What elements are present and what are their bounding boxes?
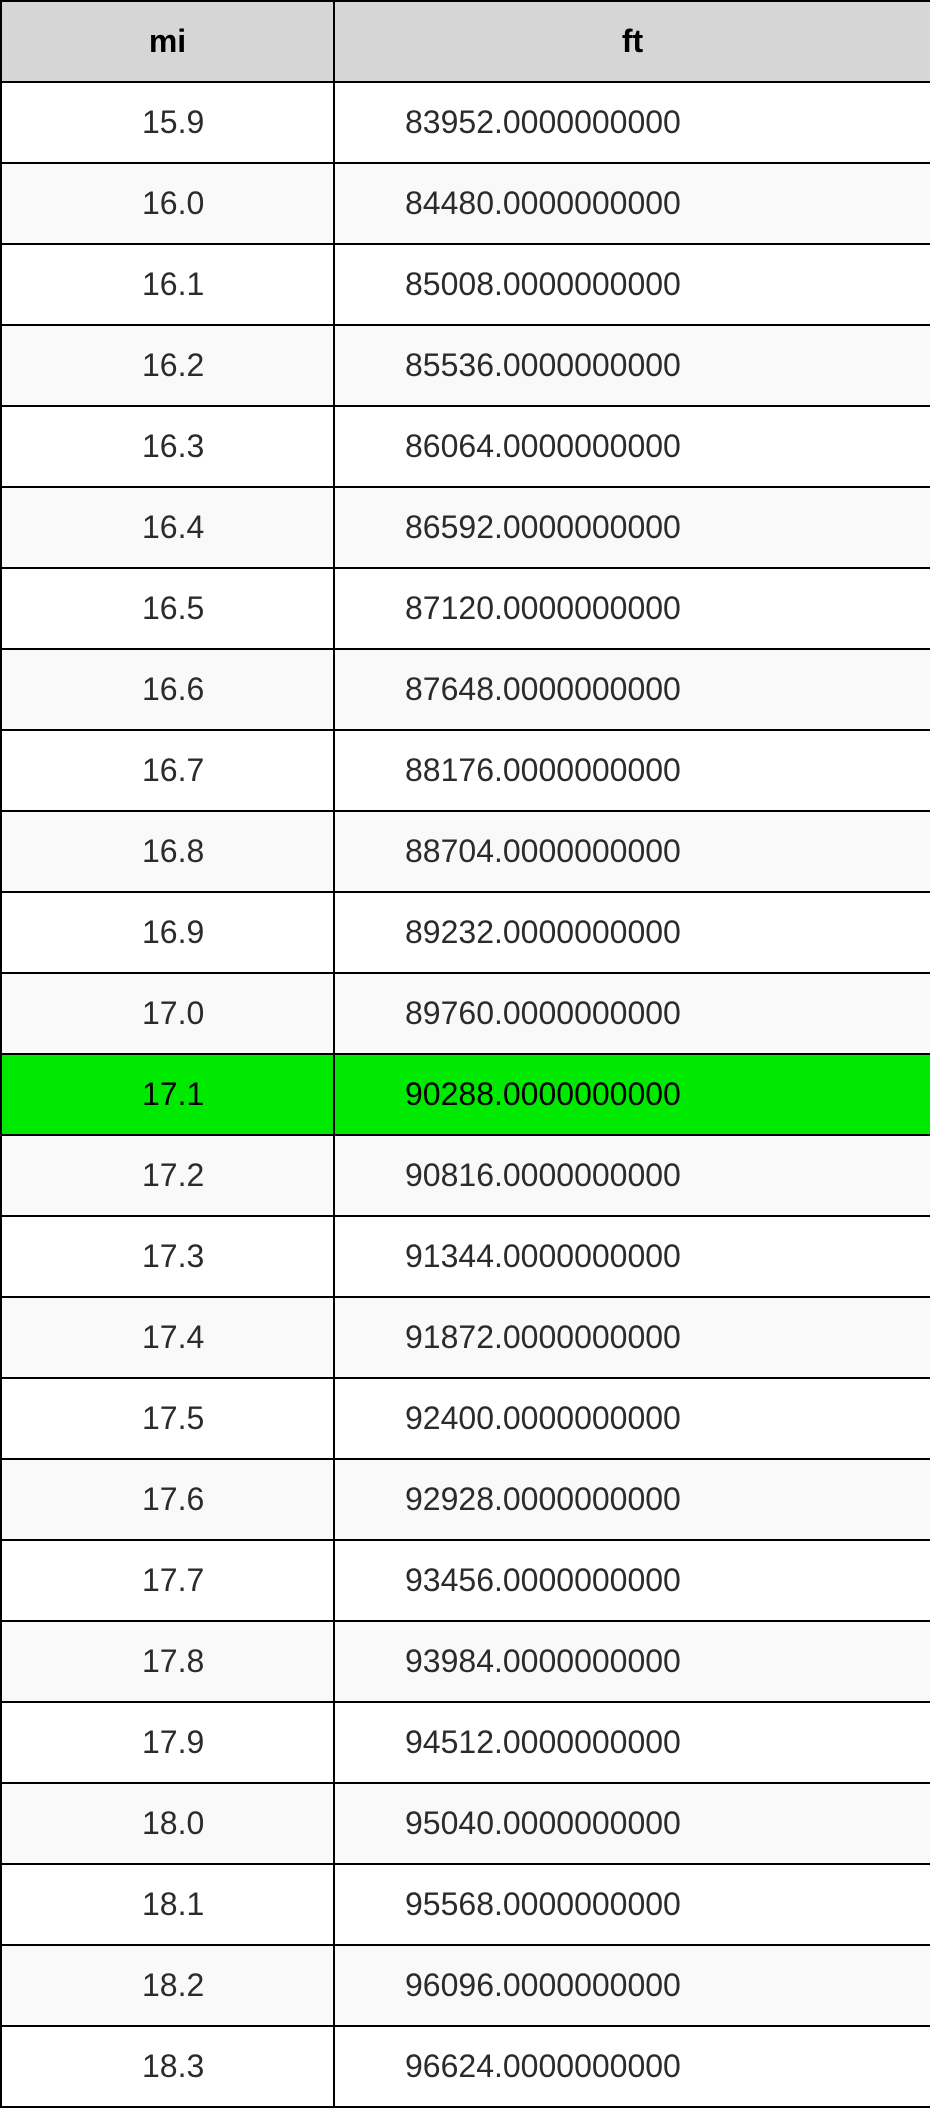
cell-mi: 18.0 [1,1783,334,1864]
table-header-row: mi ft [1,1,930,82]
cell-mi: 16.1 [1,244,334,325]
table-row: 16.185008.0000000000 [1,244,930,325]
table-row: 16.989232.0000000000 [1,892,930,973]
cell-mi: 16.7 [1,730,334,811]
cell-ft: 93984.0000000000 [334,1621,930,1702]
table-row: 18.195568.0000000000 [1,1864,930,1945]
cell-ft: 94512.0000000000 [334,1702,930,1783]
column-header-ft: ft [334,1,930,82]
table-row: 16.687648.0000000000 [1,649,930,730]
cell-ft: 87120.0000000000 [334,568,930,649]
cell-mi: 17.8 [1,1621,334,1702]
cell-mi: 18.3 [1,2026,334,2107]
table-row: 16.587120.0000000000 [1,568,930,649]
cell-mi: 16.3 [1,406,334,487]
cell-mi: 16.5 [1,568,334,649]
cell-mi: 18.2 [1,1945,334,2026]
cell-ft: 91344.0000000000 [334,1216,930,1297]
cell-ft: 90816.0000000000 [334,1135,930,1216]
cell-mi: 17.2 [1,1135,334,1216]
cell-mi: 16.4 [1,487,334,568]
cell-ft: 91872.0000000000 [334,1297,930,1378]
cell-ft: 83952.0000000000 [334,82,930,163]
cell-ft: 85008.0000000000 [334,244,930,325]
cell-ft: 95040.0000000000 [334,1783,930,1864]
cell-ft: 85536.0000000000 [334,325,930,406]
cell-ft: 84480.0000000000 [334,163,930,244]
cell-ft: 96096.0000000000 [334,1945,930,2026]
cell-mi: 18.1 [1,1864,334,1945]
cell-mi: 16.8 [1,811,334,892]
table-row: 17.190288.0000000000 [1,1054,930,1135]
table-row: 16.486592.0000000000 [1,487,930,568]
cell-mi: 16.9 [1,892,334,973]
cell-ft: 93456.0000000000 [334,1540,930,1621]
cell-ft: 87648.0000000000 [334,649,930,730]
table-row: 16.084480.0000000000 [1,163,930,244]
cell-mi: 16.0 [1,163,334,244]
cell-mi: 17.9 [1,1702,334,1783]
cell-mi: 16.6 [1,649,334,730]
table-row: 15.983952.0000000000 [1,82,930,163]
table-row: 18.296096.0000000000 [1,1945,930,2026]
table-row: 16.788176.0000000000 [1,730,930,811]
cell-ft: 95568.0000000000 [334,1864,930,1945]
table-row: 17.793456.0000000000 [1,1540,930,1621]
table-row: 17.592400.0000000000 [1,1378,930,1459]
cell-ft: 88176.0000000000 [334,730,930,811]
cell-mi: 17.4 [1,1297,334,1378]
table-row: 17.692928.0000000000 [1,1459,930,1540]
cell-mi: 15.9 [1,82,334,163]
cell-mi: 16.2 [1,325,334,406]
table-row: 17.089760.0000000000 [1,973,930,1054]
cell-ft: 92400.0000000000 [334,1378,930,1459]
conversion-table: mi ft 15.983952.000000000016.084480.0000… [0,0,930,2108]
cell-ft: 90288.0000000000 [334,1054,930,1135]
cell-ft: 96624.0000000000 [334,2026,930,2107]
cell-ft: 86064.0000000000 [334,406,930,487]
cell-mi: 17.1 [1,1054,334,1135]
column-header-mi: mi [1,1,334,82]
table-row: 18.396624.0000000000 [1,2026,930,2107]
table-row: 17.391344.0000000000 [1,1216,930,1297]
table-row: 17.994512.0000000000 [1,1702,930,1783]
cell-mi: 17.5 [1,1378,334,1459]
table-row: 16.386064.0000000000 [1,406,930,487]
table-row: 17.491872.0000000000 [1,1297,930,1378]
table-row: 17.290816.0000000000 [1,1135,930,1216]
cell-ft: 86592.0000000000 [334,487,930,568]
table-row: 16.285536.0000000000 [1,325,930,406]
table-row: 16.888704.0000000000 [1,811,930,892]
cell-ft: 89760.0000000000 [334,973,930,1054]
cell-ft: 92928.0000000000 [334,1459,930,1540]
table-row: 18.095040.0000000000 [1,1783,930,1864]
cell-mi: 17.6 [1,1459,334,1540]
cell-mi: 17.0 [1,973,334,1054]
cell-ft: 89232.0000000000 [334,892,930,973]
cell-ft: 88704.0000000000 [334,811,930,892]
cell-mi: 17.3 [1,1216,334,1297]
cell-mi: 17.7 [1,1540,334,1621]
table-row: 17.893984.0000000000 [1,1621,930,1702]
